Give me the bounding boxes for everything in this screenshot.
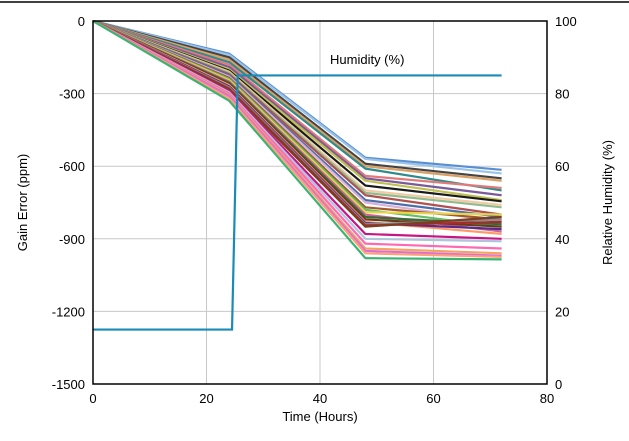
gain-error-series-line — [92, 19, 502, 192]
gain-error-series-line — [92, 19, 502, 197]
x-axis-title: Time (Hours) — [282, 409, 357, 424]
y-right-tick-label: 0 — [555, 377, 562, 392]
tick-labels: 0 20 40 60 800-300-600-900-1200-150010080604… — [52, 14, 577, 406]
y-left-tick-label: 0 — [78, 14, 85, 29]
gain-error-series-line — [92, 19, 502, 182]
humidity-series-group — [93, 74, 502, 331]
y-left-tick-label: -900 — [59, 232, 85, 247]
y-right-tick-label: 100 — [555, 14, 577, 29]
y-right-axis-title: Relative Humidity (%) — [600, 140, 615, 265]
y-right-tick-label: 60 — [555, 159, 569, 174]
y-left-tick-label: -1500 — [52, 377, 85, 392]
humidity-annotation: Humidity (%) — [330, 52, 404, 67]
x-tick-label: 40 — [313, 391, 327, 406]
gain-error-series-line — [92, 19, 502, 190]
humidity-series-line — [93, 74, 502, 331]
y-right-tick-label: 80 — [555, 87, 569, 102]
x-tick-label: 80 — [540, 391, 554, 406]
y-left-tick-label: -1200 — [52, 304, 85, 319]
y-left-tick-label: -300 — [59, 87, 85, 102]
x-tick-label: 0 — [89, 391, 96, 406]
gain-error-series-line — [92, 20, 502, 261]
y-left-tick-label: -600 — [59, 159, 85, 174]
y-right-tick-label: 40 — [555, 232, 569, 247]
x-tick-label: 20 — [199, 391, 213, 406]
gain-error-series-line — [92, 19, 502, 180]
y-right-tick-label: 20 — [555, 304, 569, 319]
gain-error-series-group — [92, 19, 502, 261]
x-tick-label: 60 — [426, 391, 440, 406]
plot-frame — [92, 20, 548, 385]
y-left-axis-title: Gain Error (ppm) — [15, 154, 30, 252]
gain-error-series-line — [92, 19, 502, 175]
